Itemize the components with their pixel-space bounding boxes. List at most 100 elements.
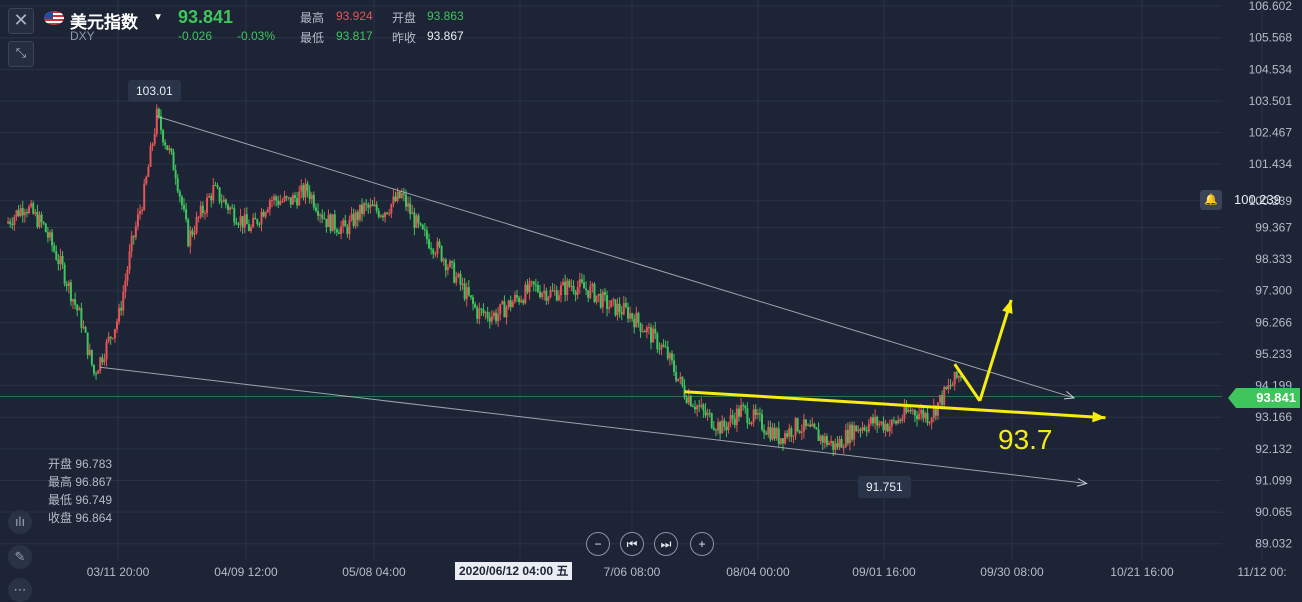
candle-body bbox=[147, 166, 150, 177]
candle-body bbox=[434, 253, 437, 255]
arrow-head bbox=[1076, 478, 1088, 487]
arrow-head bbox=[1092, 411, 1106, 423]
candle-body bbox=[312, 194, 315, 208]
candle-body bbox=[903, 406, 906, 419]
candle-body bbox=[256, 219, 259, 224]
yellow-trendline bbox=[953, 363, 982, 402]
symbol-name[interactable]: 美元指数 bbox=[70, 13, 138, 32]
candle-body bbox=[790, 428, 793, 437]
candle-body bbox=[509, 300, 512, 308]
more-tools-icon[interactable]: ⋯ bbox=[8, 578, 32, 602]
candle-body bbox=[610, 300, 613, 308]
candle-body bbox=[536, 285, 539, 292]
candle-body bbox=[365, 203, 368, 205]
candle-body bbox=[166, 145, 169, 150]
candle-body bbox=[99, 357, 102, 371]
candle-body bbox=[308, 191, 311, 200]
close-icon[interactable]: ✕ bbox=[8, 8, 34, 34]
candle-body bbox=[830, 440, 833, 443]
y-tick-label: 102.467 bbox=[1249, 126, 1293, 140]
candle-body bbox=[478, 308, 481, 319]
candle-body bbox=[13, 216, 16, 226]
collapse-icon[interactable]: ⤡ bbox=[8, 41, 34, 67]
candle-body bbox=[731, 415, 734, 419]
candle-body bbox=[696, 405, 699, 410]
candle-body bbox=[327, 214, 330, 228]
candle-body bbox=[750, 421, 753, 425]
candle-body bbox=[689, 396, 692, 407]
candle-body bbox=[637, 312, 640, 323]
zoom-in-button[interactable]: + bbox=[690, 532, 714, 556]
candle-body bbox=[153, 133, 156, 144]
candle-body bbox=[254, 217, 257, 220]
candle-body bbox=[484, 312, 487, 314]
candle-body bbox=[622, 303, 625, 315]
x-tick-label: 08/04 00:00 bbox=[726, 565, 790, 579]
candle-body bbox=[203, 212, 206, 214]
candle-body bbox=[658, 348, 661, 350]
y-tick-label: 95.233 bbox=[1255, 347, 1292, 361]
candle-body bbox=[809, 424, 812, 427]
candle-body bbox=[823, 436, 826, 443]
candle-body bbox=[566, 280, 569, 295]
bell-icon[interactable]: 🔔 bbox=[1200, 190, 1222, 210]
candle-body bbox=[241, 216, 244, 228]
target-annotation: 93.7 bbox=[998, 424, 1053, 455]
crosshair-date: 2020/06/12 04:00 五 bbox=[455, 562, 573, 580]
candle-body bbox=[82, 327, 85, 329]
candle-body bbox=[28, 206, 31, 214]
candle-body bbox=[562, 281, 565, 286]
candle-body bbox=[425, 230, 428, 240]
candle-body bbox=[882, 421, 885, 431]
open-value: 93.863 bbox=[427, 9, 464, 23]
jump-start-button[interactable]: ⏮ bbox=[620, 532, 644, 556]
candle-body bbox=[777, 428, 780, 444]
candle-body bbox=[549, 290, 552, 298]
chevron-down-icon[interactable]: ▼ bbox=[153, 12, 163, 23]
candle-body bbox=[951, 384, 954, 387]
candle-body bbox=[122, 291, 125, 311]
y-tick-label: 101.434 bbox=[1249, 157, 1293, 171]
candle-body bbox=[461, 283, 464, 285]
candle-body bbox=[44, 223, 47, 233]
candle-body bbox=[796, 418, 799, 432]
candle-body bbox=[25, 211, 28, 214]
candle-body bbox=[436, 241, 439, 254]
candle-body bbox=[266, 209, 269, 213]
candle-body bbox=[72, 299, 75, 302]
us-flag-icon bbox=[44, 11, 64, 25]
candle-body bbox=[151, 143, 154, 147]
zoom-out-button[interactable]: − bbox=[586, 532, 610, 556]
high-value: 93.924 bbox=[336, 9, 373, 23]
draw-pencil-icon[interactable]: ✎ bbox=[8, 545, 32, 569]
candle-body bbox=[206, 197, 209, 213]
candle-body bbox=[34, 211, 37, 214]
candle-body bbox=[465, 287, 468, 300]
candle-body bbox=[457, 273, 460, 277]
candle-body bbox=[141, 209, 144, 212]
candle-body bbox=[55, 251, 58, 260]
candle-body bbox=[714, 429, 717, 431]
prev-close-value: 93.867 bbox=[427, 29, 464, 43]
candle-body bbox=[702, 404, 705, 411]
jump-end-button[interactable]: ⏭ bbox=[654, 532, 678, 556]
candle-body bbox=[243, 214, 246, 228]
candle-body bbox=[430, 248, 433, 250]
ohlc-close: 收盘 96.864 bbox=[48, 511, 113, 525]
candle-body bbox=[467, 287, 470, 296]
y-tick-label: 99.367 bbox=[1255, 220, 1292, 234]
y-tick-label: 106.602 bbox=[1249, 0, 1293, 13]
indicators-icon[interactable]: ılı bbox=[8, 510, 32, 534]
candle-body bbox=[277, 200, 280, 205]
candle-body bbox=[819, 435, 822, 441]
candle-body bbox=[185, 209, 188, 220]
candle-body bbox=[17, 210, 20, 217]
last-price: 93.841 bbox=[178, 7, 234, 27]
candle-body bbox=[438, 241, 441, 247]
candle-body bbox=[199, 205, 202, 217]
candle-body bbox=[170, 148, 173, 152]
y-tick-label: 96.266 bbox=[1255, 315, 1292, 329]
candle-body bbox=[361, 204, 364, 214]
candle-body bbox=[813, 423, 816, 428]
